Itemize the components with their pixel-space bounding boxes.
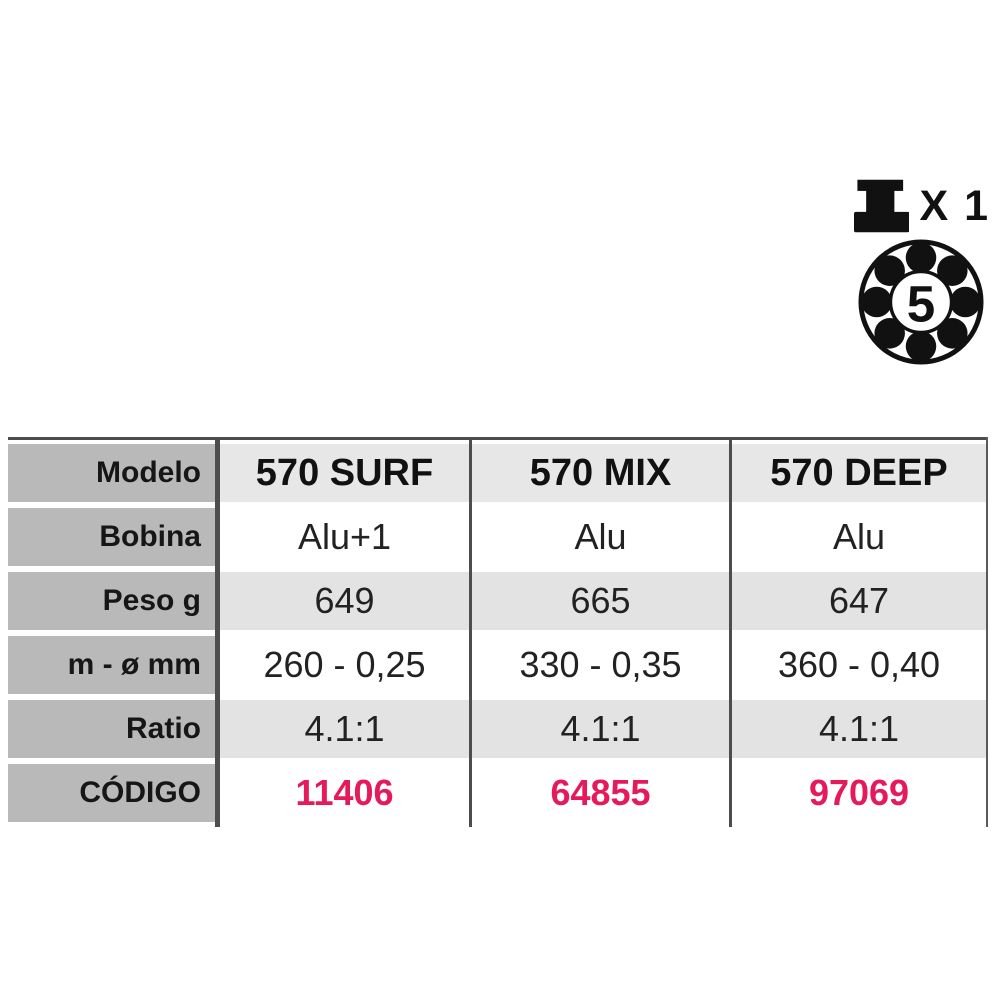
spec-table: Modelo 570 SURF 570 MIX 570 DEEP Bobina … [8, 437, 988, 829]
spare-spool-badge: X 1 [854, 179, 990, 233]
cell-surf-m-mm: 260 - 0,25 [220, 636, 469, 694]
table-row-codigo: CÓDIGO 11406 64855 97069 [8, 764, 986, 822]
bearing-count-label: 5 [907, 275, 935, 332]
cell-mix-bobina: Alu [472, 508, 729, 566]
cell-deep-peso: 647 [732, 572, 986, 630]
cell-mix-codigo: 64855 [472, 764, 729, 822]
cell-surf-peso: 649 [220, 572, 469, 630]
row-header-ratio: Ratio [8, 700, 215, 758]
column-separator-2 [469, 437, 472, 827]
table-row-peso: Peso g 649 665 647 [8, 572, 986, 630]
cell-deep-bobina: Alu [732, 508, 986, 566]
column-separator-1 [215, 437, 220, 827]
cell-deep-m-mm: 360 - 0,40 [732, 636, 986, 694]
table-row-ratio: Ratio 4.1:1 4.1:1 4.1:1 [8, 700, 986, 758]
cell-surf-model: 570 SURF [220, 444, 469, 502]
cell-mix-peso: 665 [472, 572, 729, 630]
cell-deep-codigo: 97069 [732, 764, 986, 822]
cell-surf-bobina: Alu+1 [220, 508, 469, 566]
row-header-peso: Peso g [8, 572, 215, 630]
table-row-m-mm: m - ø mm 260 - 0,25 330 - 0,35 360 - 0,4… [8, 636, 986, 694]
cell-mix-model: 570 MIX [472, 444, 729, 502]
table-top-border [8, 437, 988, 440]
table-row-modelo: Modelo 570 SURF 570 MIX 570 DEEP [8, 444, 986, 502]
product-badges: X 1 5 [854, 179, 990, 366]
cell-surf-ratio: 4.1:1 [220, 700, 469, 758]
spool-count-label: X 1 [919, 181, 990, 230]
cell-deep-model: 570 DEEP [732, 444, 986, 502]
row-header-codigo: CÓDIGO [8, 764, 215, 822]
table-right-border [986, 437, 988, 827]
row-header-bobina: Bobina [8, 508, 215, 566]
table-row-bobina: Bobina Alu+1 Alu Alu [8, 508, 986, 566]
spool-icon [854, 179, 910, 233]
cell-surf-codigo: 11406 [220, 764, 469, 822]
row-header-modelo: Modelo [8, 444, 215, 502]
row-header-m-mm: m - ø mm [8, 636, 215, 694]
cell-mix-m-mm: 330 - 0,35 [472, 636, 729, 694]
cell-mix-ratio: 4.1:1 [472, 700, 729, 758]
ball-bearing-icon: 5 [858, 239, 984, 365]
cell-deep-ratio: 4.1:1 [732, 700, 986, 758]
column-separator-3 [729, 437, 732, 827]
table-rows: Modelo 570 SURF 570 MIX 570 DEEP Bobina … [8, 444, 986, 828]
